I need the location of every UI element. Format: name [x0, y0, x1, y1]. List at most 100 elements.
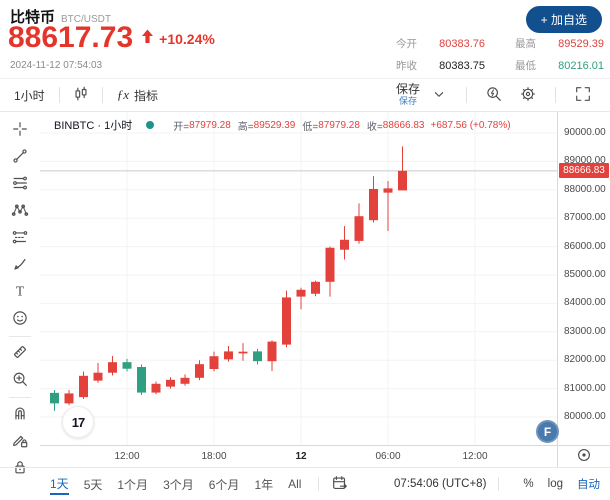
emoji-tool-button[interactable]	[6, 306, 34, 333]
fib-retracement-tool-button[interactable]	[6, 171, 34, 198]
trend-line-tool-button[interactable]	[6, 144, 34, 171]
price-axis-label: 80000.00	[564, 411, 606, 422]
floating-f-button[interactable]: F	[536, 420, 559, 443]
indicators-button[interactable]: ƒx 指标	[113, 85, 162, 106]
last-price: 88617.73	[8, 21, 134, 54]
drawing-toolbar: T	[0, 112, 40, 500]
zoom-in-tool-button[interactable]	[6, 367, 34, 394]
legend-series[interactable]: BINBTC · 1小时	[54, 120, 133, 132]
add-watchlist-button[interactable]: + 加自选	[525, 6, 602, 33]
candle[interactable]	[311, 280, 320, 297]
search-icon	[485, 85, 503, 106]
candle[interactable]	[64, 390, 74, 406]
save-label: 保存	[395, 81, 420, 96]
bottom-right: 07:54:06 (UTC+8) % log 自动	[394, 476, 600, 492]
candlestick-style-button[interactable]	[70, 83, 92, 108]
toolbar-divider	[58, 87, 60, 103]
range-button-1年[interactable]: 1年	[254, 474, 273, 495]
time-axis-label: 12:00	[462, 451, 488, 462]
candle[interactable]	[50, 390, 59, 411]
lock-tool-button[interactable]	[6, 455, 34, 482]
range-button-1天[interactable]: 1天	[50, 473, 69, 495]
crosshair-tool-button[interactable]	[6, 117, 34, 144]
save-menu-button[interactable]	[428, 83, 450, 108]
auto-scale-button[interactable]: 自动	[577, 476, 600, 492]
candle[interactable]	[340, 226, 349, 260]
tool-divider	[9, 336, 31, 337]
target-icon	[575, 446, 593, 467]
price-axis[interactable]: 90000.00 89000.00 88000.00 87000.00 86000.00…	[557, 112, 610, 445]
low-value: 87979.28	[318, 119, 360, 131]
candle[interactable]	[398, 146, 407, 191]
bottom-divider	[498, 477, 500, 491]
price-row: 88617.73 +10.24%	[8, 22, 215, 54]
range-button-6个月[interactable]: 6个月	[209, 474, 240, 495]
quick-search-button[interactable]	[483, 83, 505, 108]
range-button-1个月[interactable]: 1个月	[117, 474, 148, 495]
price-axis-label: 83000.00	[564, 325, 606, 337]
stat-label: 昨收	[396, 60, 417, 72]
range-button-3个月[interactable]: 3个月	[163, 474, 194, 495]
interval-button[interactable]: 1小时	[10, 85, 49, 106]
high-value: 89529.39	[253, 119, 296, 131]
time-axis[interactable]: 12:00 18:00 12 06:00 12:00	[40, 445, 557, 467]
brush-tool-button[interactable]	[6, 252, 34, 279]
drawing-lock-tool-button[interactable]	[6, 428, 34, 455]
candle[interactable]	[108, 355, 117, 376]
time-axis-label: 12:00	[114, 451, 140, 462]
market-status-dot	[146, 121, 155, 129]
candle[interactable]	[224, 346, 233, 362]
price-axis-label: 86000.00	[564, 240, 606, 252]
save-button[interactable]: 保存 保存	[394, 81, 422, 107]
low-label: 低=	[302, 121, 319, 133]
range-button-5天[interactable]: 5天	[84, 474, 103, 495]
goto-date-button[interactable]	[329, 472, 351, 497]
bottom-bar: 1天 5天 1个月 3个月 6个月 1年 All 07:54:06 (UTC+8) % lo…	[0, 467, 610, 500]
close-label: 收=	[366, 121, 383, 133]
candle[interactable]	[354, 203, 364, 244]
tradingview-logo[interactable]: 17	[62, 406, 94, 438]
candle[interactable]	[282, 290, 291, 348]
candle[interactable]	[93, 363, 103, 383]
price-axis-label: 88000.00	[564, 183, 606, 195]
candle[interactable]	[253, 348, 262, 365]
emoji-icon	[11, 309, 29, 330]
candle[interactable]	[151, 381, 161, 395]
candlestick-chart[interactable]	[40, 112, 557, 445]
ruler-tool-button[interactable]	[6, 340, 34, 367]
candle[interactable]	[296, 287, 306, 310]
symbol-title: 比特币 BTC/USDT	[10, 6, 111, 27]
forecast-tool-button[interactable]	[6, 225, 34, 252]
log-scale-button[interactable]: log	[547, 478, 563, 490]
candle[interactable]	[79, 371, 88, 399]
text-tool-tool-button[interactable]: T	[6, 279, 34, 306]
save-sub-label: 保存	[398, 95, 417, 106]
settings-button[interactable]	[517, 83, 539, 108]
magnet-tool-button[interactable]	[6, 401, 34, 428]
zoom-in-icon	[11, 370, 29, 391]
candle[interactable]	[122, 358, 132, 372]
clock-timezone[interactable]: 07:54:06 (UTC+8)	[394, 478, 487, 490]
calendar-icon	[331, 474, 349, 495]
scroll-to-realtime-button[interactable]	[573, 444, 595, 469]
range-button-All[interactable]: All	[288, 477, 302, 491]
drawing-lock-icon	[11, 431, 29, 452]
toolbar-divider	[101, 87, 103, 103]
candle[interactable]	[209, 351, 219, 372]
fullscreen-button[interactable]	[572, 83, 594, 108]
candle[interactable]	[383, 180, 393, 231]
candle[interactable]	[267, 340, 277, 371]
candle[interactable]	[137, 364, 146, 395]
candle[interactable]	[180, 374, 190, 386]
xabcd-pattern-tool-button[interactable]	[6, 198, 34, 225]
candle[interactable]	[369, 176, 378, 223]
symbol-name: 比特币	[10, 9, 56, 26]
settings-gear-icon	[519, 85, 537, 106]
fib-retracement-icon	[11, 174, 29, 195]
candle[interactable]	[166, 377, 175, 389]
percent-scale-button[interactable]: %	[523, 478, 534, 490]
candle[interactable]	[195, 360, 204, 381]
candle[interactable]	[238, 343, 248, 361]
candle[interactable]	[325, 246, 335, 297]
